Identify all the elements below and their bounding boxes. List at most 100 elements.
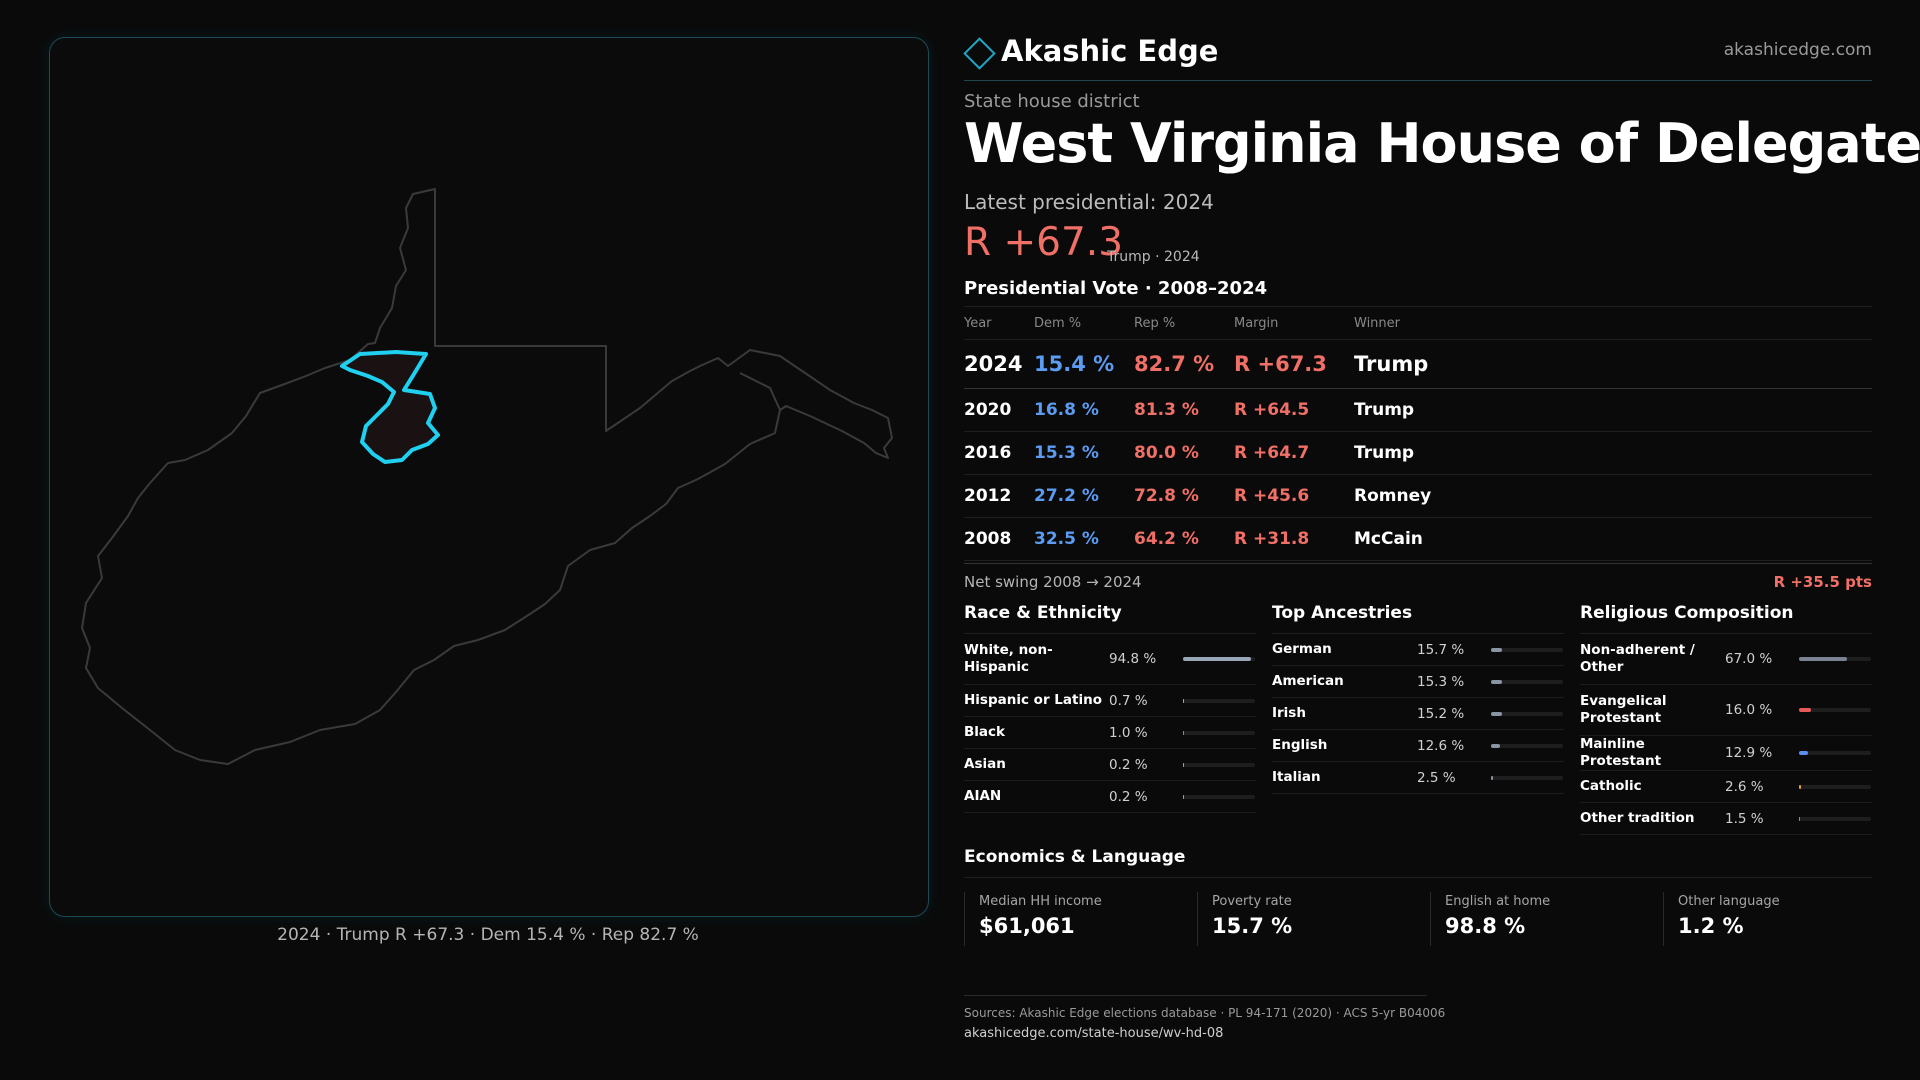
table-row: 2016 15.3 % 80.0 % R +64.7 Trump [964, 432, 1872, 475]
share-bar-fill [1799, 784, 1801, 789]
page-url-link[interactable]: akashicedge.com/state-house/wv-hd-08 [964, 1026, 1224, 1041]
district-map[interactable] [49, 37, 929, 917]
row-winner: Trump [1354, 352, 1429, 376]
share-bar-fill [1183, 794, 1185, 799]
econ-label: English at home [1445, 894, 1551, 909]
share-bar [1183, 762, 1255, 767]
item-label: Other tradition [1580, 810, 1695, 826]
latest-margin-sub: Trump · 2024 [1107, 249, 1200, 265]
share-bar-fill [1491, 647, 1503, 652]
share-bar [1799, 657, 1871, 661]
list-item: Catholic 2.6 % [1580, 771, 1872, 803]
share-bar-fill [1491, 711, 1502, 716]
item-value: 0.7 % [1109, 692, 1148, 709]
table-row: 2012 27.2 % 72.8 % R +45.6 Romney [964, 475, 1872, 518]
share-bar [1491, 679, 1563, 684]
econ-label: Other language [1678, 894, 1780, 909]
econ-value: 98.8 % [1445, 914, 1526, 938]
share-bar [1183, 730, 1255, 735]
row-dem: 27.2 % [1034, 486, 1099, 506]
map-svg [81, 188, 893, 765]
table-row: 2024 15.4 % 82.7 % R +67.3 Trump [964, 340, 1872, 389]
share-bar [1491, 647, 1563, 652]
econ-label: Poverty rate [1212, 894, 1292, 909]
share-bar-fill [1183, 698, 1185, 703]
share-bar-fill [1183, 762, 1185, 767]
share-bar-fill [1491, 743, 1501, 748]
row-year: 2020 [964, 400, 1012, 420]
share-bar [1491, 711, 1563, 716]
list-item: Italian 2.5 % [1272, 762, 1564, 794]
row-rep: 82.7 % [1134, 352, 1215, 376]
item-label: White, non-Hispanic [964, 642, 1053, 675]
row-margin: R +31.8 [1234, 529, 1310, 549]
list-item: Irish 15.2 % [1272, 698, 1564, 730]
divider [1430, 892, 1431, 946]
ancestry-section: Top Ancestries German 15.7 % American 15… [1272, 601, 1564, 794]
item-value: 15.3 % [1417, 673, 1465, 690]
list-item: English 12.6 % [1272, 730, 1564, 762]
share-bar [1799, 816, 1871, 821]
divider [964, 892, 965, 946]
row-year: 2008 [964, 529, 1012, 549]
state-inner-line [739, 372, 781, 411]
district-shape[interactable] [340, 350, 440, 464]
row-dem: 16.8 % [1034, 400, 1099, 420]
row-margin: R +45.6 [1234, 486, 1310, 506]
item-value: 12.9 % [1725, 745, 1773, 761]
item-label: German [1272, 641, 1332, 657]
divider [964, 563, 1872, 564]
presidential-table: Year Dem % Rep % Margin Winner 2024 15.4… [964, 306, 1872, 561]
header: Akashic Edge akashicedge.com [963, 30, 1872, 81]
econ-label: Median HH income [979, 894, 1102, 909]
religion-title: Religious Composition [1580, 601, 1872, 634]
list-item: Mainline Protestant 12.9 % [1580, 736, 1872, 771]
diamond-icon [963, 37, 996, 70]
share-bar [1183, 657, 1255, 661]
item-value: 15.7 % [1417, 641, 1465, 658]
item-value: 0.2 % [1109, 788, 1148, 805]
item-value: 2.5 % [1417, 769, 1456, 786]
row-winner: Trump [1354, 400, 1415, 420]
state-outline [81, 188, 893, 765]
item-label: Non-adherent / Other [1580, 642, 1695, 675]
row-winner: McCain [1354, 529, 1423, 549]
econ-value: $61,061 [979, 914, 1075, 938]
item-value: 12.6 % [1417, 737, 1465, 754]
row-rep: 64.2 % [1134, 529, 1199, 549]
share-bar-fill [1491, 775, 1493, 780]
row-year: 2024 [964, 352, 1023, 376]
list-item: Hispanic or Latino 0.7 % [964, 685, 1256, 717]
brand-name[interactable]: Akashic Edge [1001, 34, 1219, 68]
item-value: 1.5 % [1725, 810, 1764, 827]
map-caption: 2024 · Trump R +67.3 · Dem 15.4 % · Rep … [277, 925, 699, 945]
row-rep: 81.3 % [1134, 400, 1199, 420]
latest-presidential-label: Latest presidential: 2024 [964, 190, 1214, 214]
econ-value: 15.7 % [1212, 914, 1293, 938]
list-item: Asian 0.2 % [964, 749, 1256, 781]
share-bar-fill [1799, 657, 1848, 661]
econ-stat: Other language 1.2 % [1663, 886, 1896, 946]
econ-stat: Median HH income $61,061 [964, 886, 1197, 946]
list-item: American 15.3 % [1272, 666, 1564, 698]
item-value: 94.8 % [1109, 651, 1157, 667]
econ-value: 1.2 % [1678, 914, 1744, 938]
net-swing-value: R +35.5 pts [1773, 573, 1872, 591]
list-item: AIAN 0.2 % [964, 781, 1256, 813]
row-margin: R +67.3 [1234, 352, 1327, 376]
share-bar [1799, 708, 1871, 712]
page-title: West Virginia House of Delegates Distric… [964, 112, 1920, 175]
divider [1197, 892, 1198, 946]
share-bar [1491, 743, 1563, 748]
sources-text: Sources: Akashic Edge elections database… [964, 1006, 1446, 1020]
share-bar-fill [1491, 679, 1503, 684]
site-link[interactable]: akashicedge.com [1723, 40, 1872, 60]
share-bar-fill [1799, 708, 1811, 712]
item-label: English [1272, 737, 1328, 753]
item-label: Evangelical Protestant [1580, 693, 1667, 726]
share-bar [1799, 751, 1871, 755]
divider [1663, 892, 1664, 946]
item-value: 1.0 % [1109, 724, 1148, 741]
title-wrap: West Virginia House of Delegates Distric… [964, 112, 1920, 175]
item-value: 67.0 % [1725, 651, 1773, 667]
